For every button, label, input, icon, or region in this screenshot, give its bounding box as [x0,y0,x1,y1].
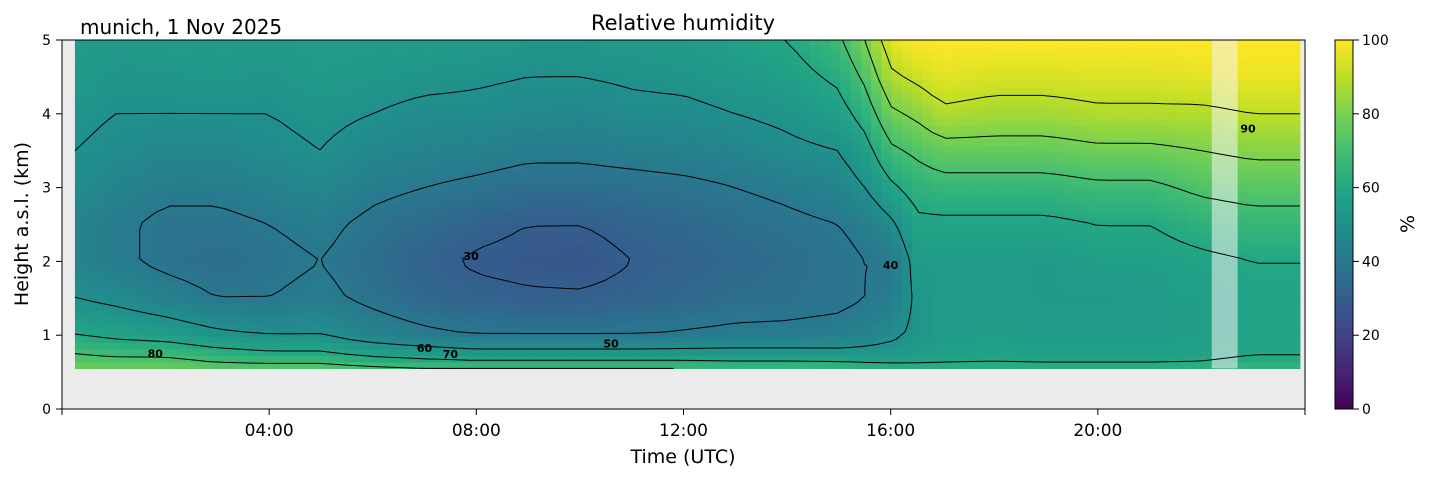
y-tick-label: 1 [42,328,51,344]
colorbar-tick-label: 0 [1362,402,1371,418]
contour-label: 90 [1240,122,1256,135]
x-axis: 04:00 08:00 12:00 16:00 20:00 [61,409,1306,441]
contour-line-70 [74,40,1300,369]
contour-line-90 [880,40,1300,115]
colorbar-bar [1334,39,1354,410]
colorbar-label: % [1397,215,1419,233]
colorbar-tick-label: 80 [1362,107,1380,123]
humidity-field [74,40,1301,370]
contour-lines [74,40,1300,369]
x-axis-label: Time (UTC) [629,446,735,468]
contour-line-80 [864,40,1300,161]
colorbar-tick-label: 40 [1362,254,1380,270]
x-tick-label: 08:00 [452,421,501,441]
chart-title: Relative humidity [591,11,775,35]
contour-line-30 [462,225,631,290]
contour-line-40 [139,162,868,334]
x-tick-label: 16:00 [866,421,915,441]
y-tick-label: 4 [42,107,51,123]
y-tick-label: 0 [42,402,51,418]
contour-label: 80 [148,347,164,360]
x-tick-label: 20:00 [1073,421,1122,441]
missing-data-band [1211,40,1238,369]
colorbar-ticks: 0 20 40 60 80 100 [1353,33,1389,418]
y-tick-label: 5 [42,33,51,49]
contour-label: 30 [463,250,479,263]
contour-line-60 [74,40,1300,364]
y-axis-label: Height a.s.l. (km) [11,142,33,306]
x-tick-label: 12:00 [659,421,708,441]
y-tick-label: 3 [42,181,51,197]
contour-line-50 [74,76,913,350]
contour-label: 70 [443,348,459,361]
colorbar-tick-label: 20 [1362,328,1380,344]
colorbar: 0 20 40 60 80 100 % [1334,33,1419,418]
x-tick-label: 04:00 [245,421,294,441]
colorbar-tick-label: 60 [1362,181,1380,197]
y-tick-label: 2 [42,254,51,270]
y-axis: 0 1 2 3 4 5 [42,33,62,418]
plot-area: 80 60 70 50 30 40 90 [61,39,1306,410]
location-date-label: munich, 1 Nov 2025 [80,15,282,39]
contour-labels: 80 60 70 50 30 40 90 [148,122,1256,361]
contour-label: 40 [883,259,899,272]
colorbar-tick-label: 100 [1362,33,1389,49]
contour-label: 60 [417,342,433,355]
contour-label: 50 [603,338,619,351]
